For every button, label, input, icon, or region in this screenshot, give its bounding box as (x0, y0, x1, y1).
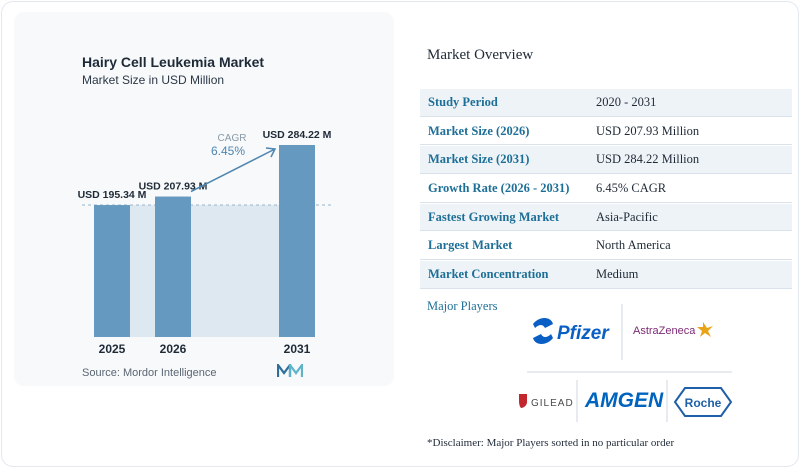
overview-label: Largest Market (428, 238, 513, 253)
cagr-arrow-head (265, 147, 277, 158)
svg-text:Roche: Roche (685, 396, 722, 410)
overview-value: USD 284.22 Million (596, 152, 700, 167)
overview-row: Study Period 2020 - 2031 (420, 88, 792, 117)
svg-text:AMGEN: AMGEN (584, 389, 664, 412)
amgen-logo: AMGEN (584, 389, 664, 412)
major-players-grid: Pfizer AstraZeneca GILEAD AMGEN Roche (519, 304, 733, 422)
pfizer-logo: Pfizer (533, 318, 610, 344)
growth-band (94, 205, 315, 337)
svg-text:GILEAD: GILEAD (531, 398, 574, 409)
overview-label: Fastest Growing Market (428, 209, 559, 224)
cagr-label: CAGR (218, 133, 247, 144)
roche-logo: Roche (673, 387, 733, 417)
overview-label: Market Size (2026) (428, 123, 530, 138)
overview-row: Market Concentration Medium (420, 260, 792, 289)
bar-2025 (94, 205, 130, 337)
overview-value: 2020 - 2031 (596, 94, 657, 109)
overview-row: Market Size (2031) USD 284.22 Million (420, 145, 792, 175)
overview-row: Market Size (2026) USD 207.93 Million (420, 116, 792, 146)
chart-title: Hairy Cell Leukemia Market (82, 54, 265, 70)
data-label-2026: USD 207.93 M (139, 181, 208, 193)
astrazeneca-logo: AstraZeneca (633, 322, 713, 337)
bar-chart: USD 195.34 M 2025 USD 207.93 M 2026 USD 284.… (78, 129, 332, 356)
players-title: Major Players (427, 299, 498, 313)
chart-subtitle: Market Size in USD Million (82, 73, 225, 87)
svg-text:AstraZeneca: AstraZeneca (633, 325, 696, 337)
overview-row: Fastest Growing Market Asia-Pacific (420, 202, 792, 232)
x-tick-2031: 2031 (284, 342, 311, 356)
mordor-intelligence-logo-icon (277, 364, 303, 377)
x-tick-2026: 2026 (160, 342, 187, 356)
source-note: Source: Mordor Intelligence (82, 367, 217, 379)
overview-value: Medium (596, 266, 639, 281)
overview-label: Market Concentration (428, 266, 549, 281)
overview-table: Study Period 2020 - 2031 Market Size (2026… (420, 88, 792, 289)
overview-label: Market Size (2031) (428, 152, 530, 167)
overview-value: USD 207.93 Million (596, 123, 700, 138)
cagr-value: 6.45% (211, 144, 245, 158)
bar-2031 (279, 145, 315, 337)
overview-title: Market Overview (427, 47, 534, 63)
data-label-2025: USD 195.34 M (78, 189, 147, 201)
overview-row: Largest Market North America (420, 231, 792, 261)
overview-row: Growth Rate (2026 - 2031) 6.45% CAGR (420, 174, 792, 203)
overview-value: Asia-Pacific (596, 209, 658, 224)
overview-label: Growth Rate (2026 - 2031) (428, 180, 570, 195)
disclaimer: *Disclaimer: Major Players sorted in no … (427, 437, 675, 449)
x-tick-2025: 2025 (99, 342, 126, 356)
data-label-2031: USD 284.22 M (263, 129, 332, 141)
bar-2026 (155, 196, 191, 337)
svg-text:Pfizer: Pfizer (557, 323, 610, 344)
overview-value: 6.45% CAGR (596, 180, 667, 195)
cagr-arrow-line (190, 148, 276, 193)
overview-value: North America (596, 238, 671, 253)
gilead-logo: GILEAD (519, 394, 574, 409)
overview-label: Study Period (428, 94, 498, 109)
